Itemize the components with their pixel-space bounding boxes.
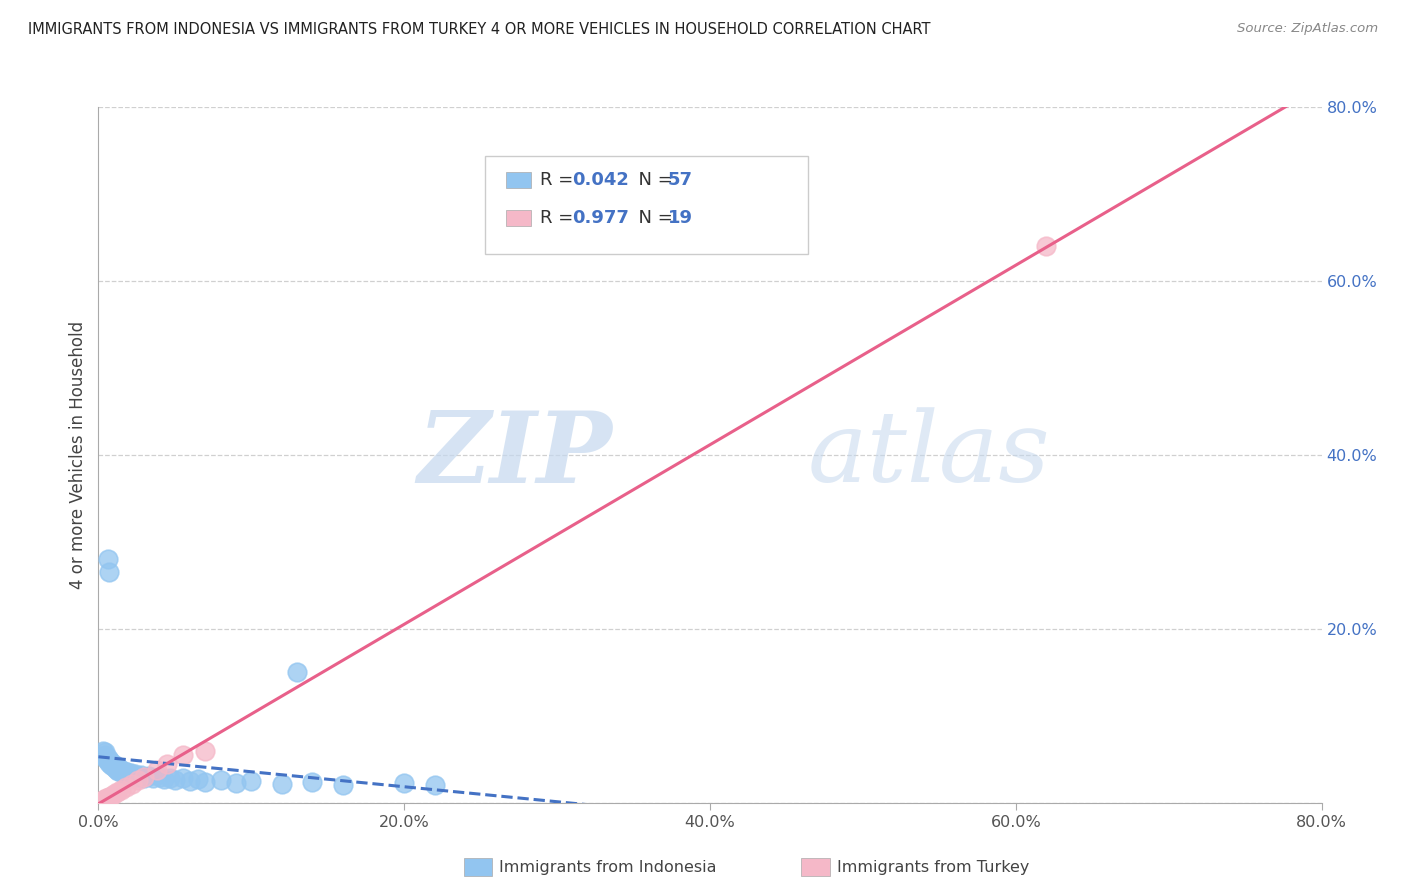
Point bbox=[108, 762, 131, 776]
Point bbox=[111, 766, 134, 780]
Point bbox=[142, 772, 165, 786]
Point bbox=[121, 777, 143, 791]
Point bbox=[332, 778, 354, 792]
Point bbox=[100, 755, 122, 769]
Point bbox=[392, 776, 416, 790]
Point bbox=[153, 772, 176, 787]
Text: Source: ZipAtlas.com: Source: ZipAtlas.com bbox=[1237, 22, 1378, 36]
Point bbox=[97, 790, 120, 805]
Point bbox=[103, 787, 125, 801]
Point bbox=[91, 793, 114, 807]
Point bbox=[194, 744, 217, 758]
Point bbox=[285, 665, 308, 680]
Point bbox=[104, 758, 127, 772]
Point bbox=[97, 754, 120, 768]
Point bbox=[145, 763, 167, 777]
Point bbox=[110, 763, 132, 777]
Point bbox=[110, 782, 132, 797]
Point bbox=[127, 770, 149, 784]
Point bbox=[172, 747, 194, 762]
Text: 0.042: 0.042 bbox=[572, 171, 628, 189]
Text: N =: N = bbox=[627, 171, 679, 189]
Text: 57: 57 bbox=[668, 171, 693, 189]
Point bbox=[115, 780, 138, 794]
Point bbox=[93, 747, 115, 762]
Point bbox=[94, 750, 117, 764]
Point bbox=[134, 770, 156, 784]
Point bbox=[105, 763, 128, 777]
Text: atlas: atlas bbox=[808, 408, 1050, 502]
Point bbox=[124, 767, 146, 781]
Point bbox=[156, 756, 179, 771]
Point bbox=[104, 761, 127, 775]
Point bbox=[129, 768, 152, 782]
Point bbox=[93, 792, 115, 806]
Text: IMMIGRANTS FROM INDONESIA VS IMMIGRANTS FROM TURKEY 4 OR MORE VEHICLES IN HOUSEH: IMMIGRANTS FROM INDONESIA VS IMMIGRANTS … bbox=[28, 22, 931, 37]
Point bbox=[91, 744, 114, 758]
Point bbox=[101, 756, 124, 771]
Point bbox=[94, 791, 117, 805]
Point bbox=[163, 773, 186, 788]
Point bbox=[107, 761, 129, 775]
Point bbox=[127, 773, 149, 788]
Point bbox=[90, 794, 112, 808]
Point bbox=[1035, 239, 1057, 253]
Point bbox=[103, 760, 125, 774]
Point bbox=[112, 764, 135, 779]
Point bbox=[134, 771, 156, 785]
Point bbox=[172, 772, 194, 786]
Point bbox=[225, 776, 247, 790]
Point bbox=[149, 770, 172, 784]
Point bbox=[187, 772, 209, 787]
Text: R =: R = bbox=[540, 171, 579, 189]
Y-axis label: 4 or more Vehicles in Household: 4 or more Vehicles in Household bbox=[69, 321, 87, 589]
Point bbox=[98, 789, 121, 804]
Point bbox=[110, 765, 132, 780]
Point bbox=[240, 774, 263, 789]
Text: 0.977: 0.977 bbox=[572, 209, 628, 227]
Point bbox=[98, 753, 121, 767]
Text: 19: 19 bbox=[668, 209, 693, 227]
Point bbox=[179, 774, 201, 789]
Text: R =: R = bbox=[540, 209, 579, 227]
Point bbox=[98, 756, 121, 770]
Point bbox=[115, 767, 138, 781]
Point bbox=[103, 757, 125, 772]
Point bbox=[301, 775, 323, 789]
Text: ZIP: ZIP bbox=[418, 407, 612, 503]
Point bbox=[138, 769, 160, 783]
Text: Immigrants from Turkey: Immigrants from Turkey bbox=[837, 860, 1029, 874]
Point bbox=[121, 769, 143, 783]
Point bbox=[101, 758, 124, 772]
Point bbox=[159, 771, 181, 785]
Point bbox=[105, 785, 128, 799]
Text: N =: N = bbox=[627, 209, 679, 227]
Point bbox=[97, 751, 120, 765]
Point bbox=[209, 773, 232, 788]
Text: Immigrants from Indonesia: Immigrants from Indonesia bbox=[499, 860, 717, 874]
Point bbox=[97, 552, 120, 566]
Point bbox=[105, 760, 128, 774]
Point bbox=[94, 752, 117, 766]
Point bbox=[117, 765, 139, 780]
Point bbox=[118, 768, 141, 782]
Point bbox=[107, 764, 129, 778]
Point bbox=[194, 775, 217, 789]
Point bbox=[270, 777, 292, 791]
Point bbox=[98, 566, 121, 580]
Point bbox=[100, 757, 122, 772]
Point bbox=[120, 766, 142, 780]
Point bbox=[423, 778, 446, 792]
Point bbox=[93, 745, 115, 759]
Point bbox=[100, 789, 122, 803]
Point bbox=[108, 764, 131, 779]
